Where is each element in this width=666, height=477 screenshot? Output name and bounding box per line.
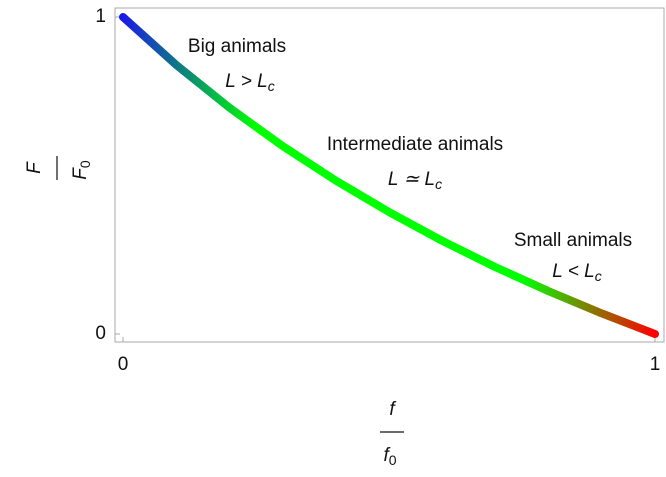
denominator-symbol: f — [383, 445, 390, 466]
formula-text: L > L — [225, 71, 267, 92]
x-tick-label: 0 — [118, 354, 129, 375]
axis-label-denominator: F0 — [70, 160, 93, 180]
annotation-label: Big animals — [188, 36, 286, 57]
data-line — [119, 13, 659, 338]
denominator-subscript: 0 — [389, 452, 397, 468]
axis-label-numerator: F — [24, 161, 45, 174]
axis-label: FF0 — [24, 156, 93, 180]
plot-frame — [114, 7, 665, 343]
formula-text: L < L — [552, 261, 594, 282]
denominator-symbol: F — [70, 167, 91, 180]
annotation-formula: L < Lc — [552, 261, 601, 284]
annotation-formula: L ≃ Lc — [388, 169, 442, 192]
formula-subscript: c — [268, 78, 275, 94]
y-tick-label: 1 — [95, 6, 106, 27]
x-tick-label: 1 — [650, 354, 661, 375]
axis-label-denominator: f0 — [383, 445, 396, 468]
denominator-subscript: 0 — [77, 160, 93, 168]
annotation-formula: L > Lc — [225, 71, 274, 94]
formula-subscript: c — [435, 176, 442, 192]
axis-label-numerator: f — [389, 399, 396, 420]
axis-label: ff0 — [380, 399, 404, 468]
y-tick-label: 0 — [95, 323, 106, 344]
formula-subscript: c — [595, 268, 602, 284]
annotation-label: Small animals — [514, 230, 632, 251]
annotation-label: Intermediate animals — [327, 134, 503, 155]
formula-text: L ≃ L — [388, 169, 435, 190]
